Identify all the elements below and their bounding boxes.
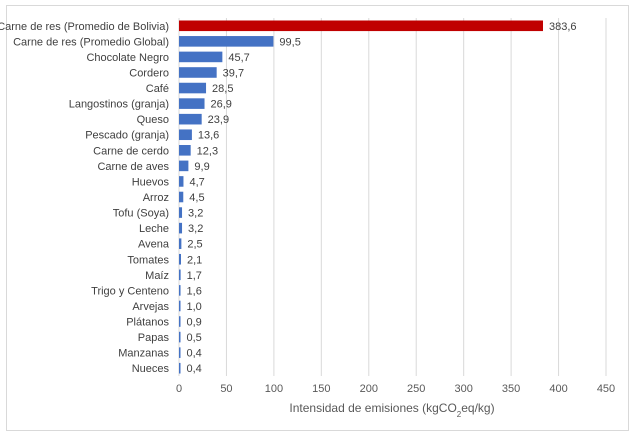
category-label: Tofu (Soya) [113, 208, 169, 220]
x-tick-label: 450 [597, 383, 615, 395]
bar [179, 82, 207, 94]
bar [179, 51, 223, 63]
x-tick-label: 150 [312, 383, 330, 395]
bar [179, 222, 183, 234]
bar [179, 129, 192, 141]
value-label: 383,6 [549, 21, 577, 33]
value-label: 2,5 [187, 239, 202, 251]
value-label: 0,9 [187, 317, 202, 329]
bar [179, 300, 181, 312]
value-label: 0,4 [187, 363, 202, 375]
x-tick-label: 200 [360, 383, 378, 395]
bar [179, 269, 181, 281]
x-tick-label: 250 [407, 383, 425, 395]
value-label: 1,6 [187, 285, 202, 297]
category-label: Carne de res (Promedio Global) [13, 36, 169, 48]
x-axis-title: Intensidad de emisiones (kgCO2eq/kg) [289, 401, 494, 419]
x-tick-label: 350 [502, 383, 520, 395]
bar [179, 362, 181, 374]
x-tick-label: 400 [549, 383, 567, 395]
value-label: 9,9 [194, 161, 209, 173]
category-label: Trigo y Centeno [91, 285, 169, 297]
x-tick-label: 0 [176, 383, 182, 395]
value-label: 23,9 [208, 114, 229, 126]
bar [179, 176, 184, 187]
bar [179, 145, 191, 156]
value-label: 99,5 [279, 36, 300, 48]
chart-frame [6, 5, 629, 431]
bar [179, 316, 181, 327]
value-label: 4,5 [189, 192, 204, 204]
value-label: 1,0 [187, 301, 202, 313]
value-labels: 383,6 99,5 45,7 39,7 28,5 26,9 23,9 13,6 12,3 9,9… [187, 21, 577, 375]
category-label: Arroz [143, 192, 169, 204]
value-label: 3,2 [188, 208, 203, 220]
category-label: Carne de cerdo [93, 145, 169, 157]
bar [179, 20, 543, 32]
value-label: 26,9 [211, 99, 232, 111]
category-label: Tomates [127, 254, 169, 266]
category-label: Carne de aves [97, 161, 169, 173]
bar [179, 98, 205, 109]
bar [179, 36, 274, 47]
category-label: Café [146, 83, 169, 95]
bar [179, 207, 183, 218]
category-label: Huevos [132, 176, 170, 188]
category-label: Queso [137, 114, 169, 126]
category-labels: Carne de res (Promedio de Bolivia) Carne … [0, 21, 170, 375]
category-label: Cordero [129, 67, 169, 79]
bar [179, 331, 181, 343]
category-label: Pescado (granja) [85, 130, 169, 142]
value-label: 13,6 [198, 130, 219, 142]
bar [179, 238, 182, 249]
value-label: 45,7 [228, 52, 249, 64]
value-label: 39,7 [223, 67, 244, 79]
bar [179, 285, 181, 296]
x-tick-labels: 0 50 100 150 200 250 300 350 400 450 [176, 383, 615, 395]
category-label: Nueces [132, 363, 170, 375]
bar [179, 113, 202, 125]
x-tick-label: 100 [265, 383, 283, 395]
value-label: 28,5 [212, 83, 233, 95]
bar [179, 191, 184, 203]
value-label: 1,7 [187, 270, 202, 282]
category-label: Langostinos (granja) [69, 99, 169, 111]
category-label: Arvejas [132, 301, 169, 313]
x-tick-label: 300 [454, 383, 472, 395]
bar [179, 160, 189, 172]
bar [179, 347, 181, 358]
category-label: Carne de res (Promedio de Bolivia) [0, 21, 169, 33]
category-label: Manzanas [118, 348, 169, 360]
category-label: Avena [138, 239, 170, 251]
bars [179, 20, 543, 374]
value-label: 0,4 [187, 348, 202, 360]
category-label: Chocolate Negro [86, 52, 169, 64]
x-tick-label: 50 [220, 383, 232, 395]
category-label: Maíz [145, 270, 169, 282]
bar [179, 253, 181, 265]
category-label: Leche [139, 223, 169, 235]
category-label: Papas [138, 332, 170, 344]
value-label: 2,1 [187, 254, 202, 266]
bar [179, 67, 217, 78]
value-label: 3,2 [188, 223, 203, 235]
value-label: 0,5 [187, 332, 202, 344]
value-label: 4,7 [189, 176, 204, 188]
value-label: 12,3 [197, 145, 218, 157]
category-label: Plátanos [126, 317, 169, 329]
